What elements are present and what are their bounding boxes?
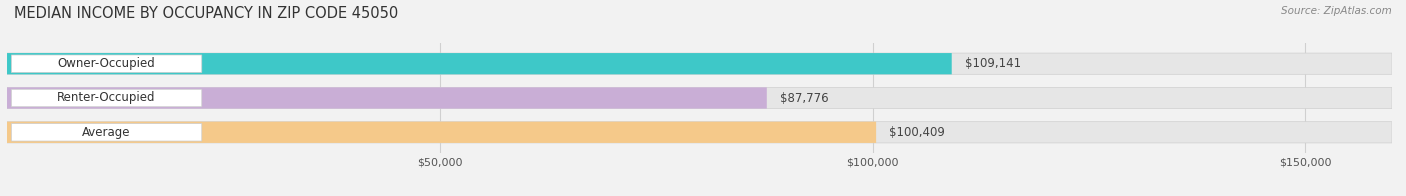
FancyBboxPatch shape — [7, 53, 952, 74]
Text: MEDIAN INCOME BY OCCUPANCY IN ZIP CODE 45050: MEDIAN INCOME BY OCCUPANCY IN ZIP CODE 4… — [14, 6, 398, 21]
FancyBboxPatch shape — [11, 89, 202, 107]
Text: $109,141: $109,141 — [965, 57, 1021, 70]
FancyBboxPatch shape — [7, 87, 766, 109]
Text: Average: Average — [83, 126, 131, 139]
FancyBboxPatch shape — [7, 122, 876, 143]
Text: Renter-Occupied: Renter-Occupied — [58, 92, 156, 104]
FancyBboxPatch shape — [7, 122, 1392, 143]
FancyBboxPatch shape — [7, 53, 1392, 74]
FancyBboxPatch shape — [7, 87, 1392, 109]
FancyBboxPatch shape — [11, 124, 202, 141]
Text: $87,776: $87,776 — [780, 92, 828, 104]
FancyBboxPatch shape — [11, 55, 202, 72]
Text: Owner-Occupied: Owner-Occupied — [58, 57, 156, 70]
Text: $100,409: $100,409 — [889, 126, 945, 139]
Text: Source: ZipAtlas.com: Source: ZipAtlas.com — [1281, 6, 1392, 16]
